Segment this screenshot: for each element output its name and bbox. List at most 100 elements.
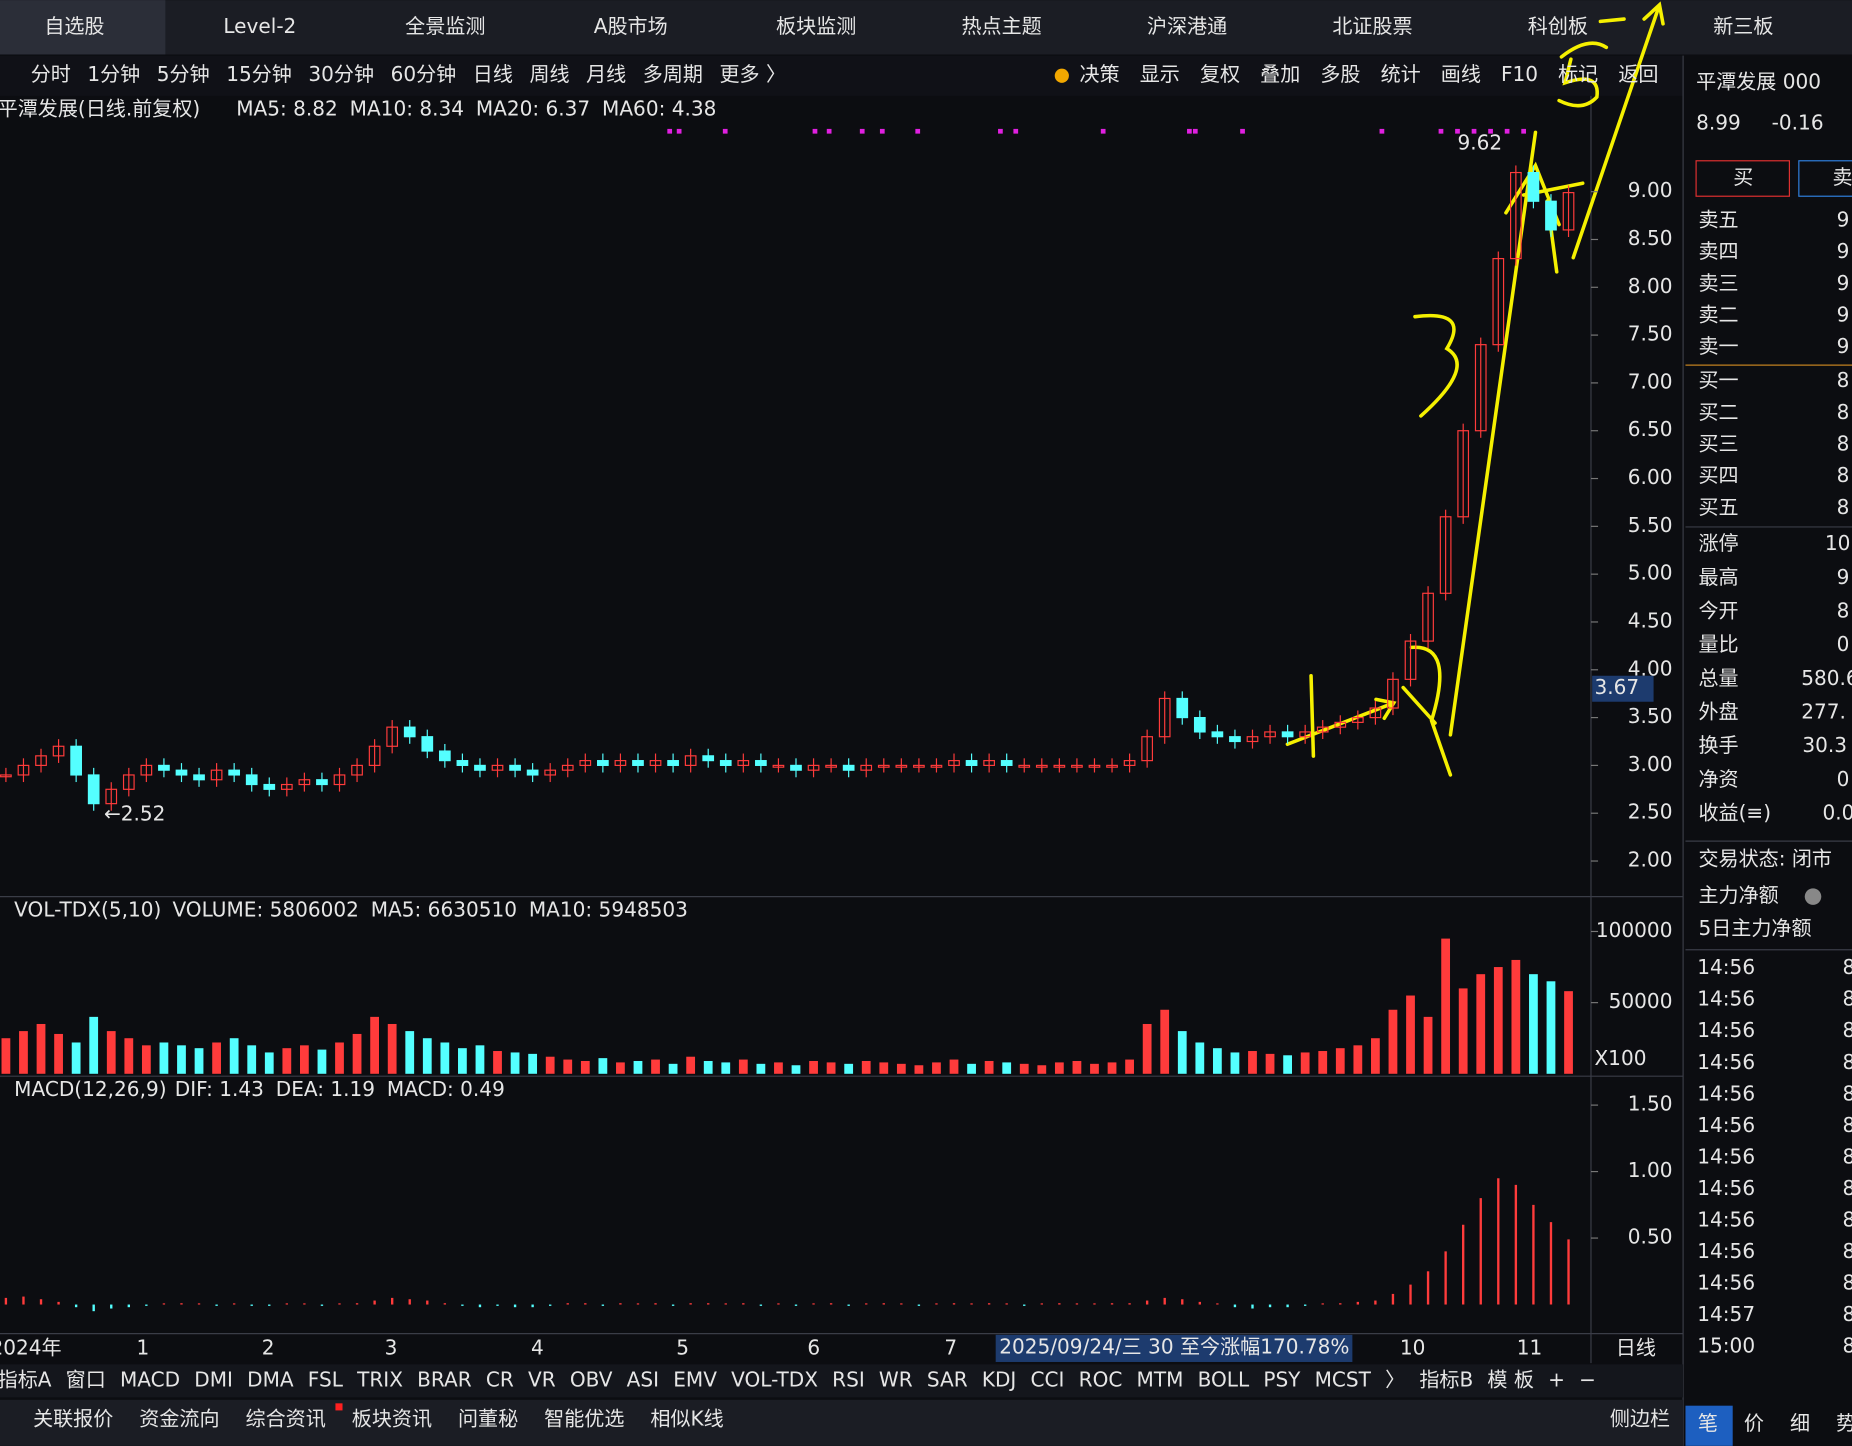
bid-label: 买二 <box>1698 400 1738 424</box>
buy-button[interactable] <box>1695 160 1790 197</box>
indicator-tab[interactable]: + <box>1548 1367 1565 1391</box>
ma-label[interactable]: MA10: 8.34 <box>350 96 464 120</box>
top-tab[interactable]: 热点主题 <box>961 14 1041 38</box>
sidebar-button[interactable]: 侧边栏 <box>1610 1406 1670 1430</box>
bottom-tab[interactable]: 板块资讯 <box>352 1406 432 1430</box>
volume-label[interactable]: MA10: 5948503 <box>529 897 688 921</box>
indicator-tab[interactable]: KDJ <box>982 1367 1017 1391</box>
top-tab[interactable]: 北证股票 <box>1332 14 1412 38</box>
candle <box>228 769 241 776</box>
top-tab[interactable]: 新三板 <box>1713 14 1773 38</box>
bottom-tab[interactable]: 相似K线 <box>650 1406 723 1430</box>
top-tab[interactable]: 全景监测 <box>405 14 485 38</box>
indicator-tab[interactable]: OBV <box>570 1367 613 1391</box>
top-tab[interactable]: 自选股 <box>44 14 104 38</box>
tool-button[interactable]: 显示 <box>1140 62 1180 86</box>
sell-button[interactable] <box>1798 160 1852 197</box>
indicator-tab[interactable]: 指标B <box>1419 1367 1473 1391</box>
indicator-tab[interactable]: FSL <box>308 1367 344 1391</box>
volume-label[interactable]: MA5: 6630510 <box>371 897 517 921</box>
tool-button[interactable]: 标记 <box>1558 62 1598 86</box>
period-button[interactable]: 分时 <box>31 62 71 86</box>
bottom-tab[interactable]: 问董秘 <box>458 1406 518 1430</box>
signal-dot <box>1379 128 1385 134</box>
panel-tab[interactable]: 价 <box>1744 1411 1764 1435</box>
panel-tab[interactable]: 势 <box>1836 1411 1852 1435</box>
period-button[interactable]: 1分钟 <box>87 62 140 86</box>
indicator-tab[interactable]: 模 板 <box>1487 1367 1534 1391</box>
indicator-tab[interactable]: RSI <box>832 1367 865 1391</box>
tool-button[interactable]: 叠加 <box>1260 62 1300 86</box>
sell-label[interactable]: 卖 <box>1833 165 1852 189</box>
volume-label[interactable]: VOLUME: 5806002 <box>172 897 358 921</box>
tool-button[interactable]: 统计 <box>1381 62 1421 86</box>
period-button[interactable]: 30分钟 <box>308 62 374 86</box>
period-button[interactable]: 日线 <box>473 62 513 86</box>
bottom-tab[interactable]: 智能优选 <box>544 1406 624 1430</box>
indicator-tab[interactable]: VR <box>528 1367 556 1391</box>
top-tab[interactable]: 沪深港通 <box>1147 14 1227 38</box>
ma-label[interactable]: MA5: 8.82 <box>236 96 338 120</box>
macd-label[interactable]: MACD: 0.49 <box>387 1077 505 1101</box>
top-tab[interactable]: Level-2 <box>223 14 296 38</box>
top-tab[interactable]: 科创板 <box>1528 14 1588 38</box>
volume-bar <box>1529 974 1538 1074</box>
panel-tab[interactable]: 笔 <box>1698 1411 1718 1435</box>
period-button[interactable]: 多周期 <box>643 62 703 86</box>
volume-bar <box>229 1038 239 1074</box>
period-button[interactable]: 更多 〉 <box>720 62 787 86</box>
tool-button[interactable]: 返回 <box>1618 62 1658 86</box>
indicator-tab[interactable]: 指标A <box>0 1367 52 1391</box>
indicator-tab[interactable]: CCI <box>1031 1367 1065 1391</box>
bottom-tab[interactable]: 综合资讯 <box>246 1406 326 1430</box>
indicator-tab[interactable]: 窗口 <box>66 1367 106 1391</box>
ma-label[interactable]: MA20: 6.37 <box>476 96 590 120</box>
indicator-tab[interactable]: DMA <box>247 1367 294 1391</box>
tool-button[interactable]: 复权 <box>1200 62 1240 86</box>
indicator-tab[interactable]: PSY <box>1263 1367 1301 1391</box>
indicator-tab[interactable]: 〉 <box>1385 1367 1405 1391</box>
tool-button[interactable]: 决策 <box>1080 62 1120 86</box>
macd-label[interactable]: DIF: 1.43 <box>175 1077 264 1101</box>
stat-label: 外盘 <box>1698 699 1738 723</box>
indicator-tab[interactable]: − <box>1579 1367 1596 1391</box>
top-tab[interactable]: A股市场 <box>594 14 668 38</box>
period-button[interactable]: 月线 <box>586 62 626 86</box>
indicator-tab[interactable]: TRIX <box>356 1367 403 1391</box>
indicator-tab[interactable]: BRAR <box>417 1367 472 1391</box>
period-button[interactable]: 15分钟 <box>226 62 292 86</box>
tool-button[interactable]: 画线 <box>1441 62 1481 86</box>
volume-bar <box>335 1042 344 1074</box>
indicator-tab[interactable]: DMI <box>194 1367 233 1391</box>
bid-label: 买五 <box>1698 495 1738 519</box>
signal-dot <box>1192 128 1198 134</box>
tool-button[interactable]: 多股 <box>1320 62 1360 86</box>
indicator-tab[interactable]: MTM <box>1137 1367 1184 1391</box>
indicator-tab[interactable]: MACD <box>120 1367 180 1391</box>
tick-time: 14:56 <box>1697 1050 1755 1074</box>
tick-value: 8 <box>1843 1144 1852 1168</box>
period-button[interactable]: 60分钟 <box>391 62 457 86</box>
period-button[interactable]: 周线 <box>529 62 569 86</box>
panel-tab[interactable]: 细 <box>1790 1411 1810 1435</box>
indicator-tab[interactable]: ASI <box>627 1367 659 1391</box>
indicator-tab[interactable]: VOL-TDX <box>731 1367 818 1391</box>
tool-button[interactable]: F10 <box>1501 62 1538 86</box>
indicator-tab[interactable]: WR <box>879 1367 913 1391</box>
macd-label[interactable]: DEA: 1.19 <box>276 1077 375 1101</box>
ask-label: 卖三 <box>1698 271 1738 295</box>
buy-label[interactable]: 买 <box>1733 165 1753 189</box>
indicator-tab[interactable]: MCST <box>1315 1367 1372 1391</box>
indicator-tab[interactable]: ROC <box>1079 1367 1123 1391</box>
indicator-tab[interactable]: SAR <box>927 1367 968 1391</box>
period-button[interactable]: 5分钟 <box>157 62 210 86</box>
y-tick-label: 7.50 <box>1628 322 1673 346</box>
indicator-tab[interactable]: BOLL <box>1198 1367 1250 1391</box>
bottom-tab[interactable]: 资金流向 <box>139 1406 219 1430</box>
bottom-tab[interactable]: 关联报价 <box>33 1406 113 1430</box>
indicator-tab[interactable]: EMV <box>673 1367 717 1391</box>
top-tab[interactable]: 板块监测 <box>776 14 856 38</box>
ma-label[interactable]: MA60: 4.38 <box>602 96 716 120</box>
indicator-tab[interactable]: CR <box>486 1367 514 1391</box>
candle <box>1193 716 1206 733</box>
